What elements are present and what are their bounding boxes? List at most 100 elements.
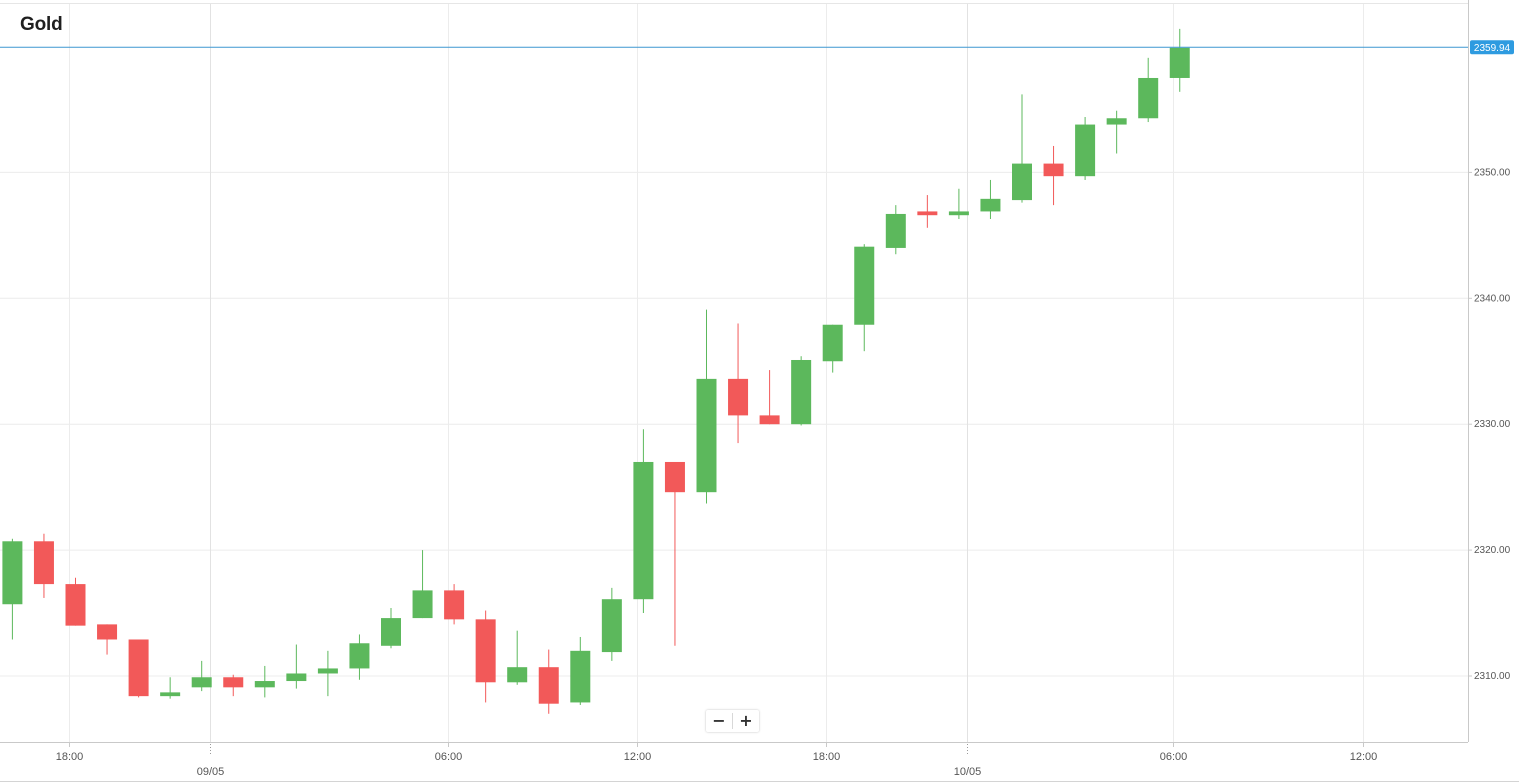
candle-body xyxy=(444,590,465,620)
candle-body xyxy=(254,681,275,688)
candle-body xyxy=(349,643,370,669)
zoom-out-button[interactable]: − xyxy=(712,711,726,730)
candle xyxy=(191,660,212,692)
y-axis-labels: 2310.00 2320.00 2330.00 2340.00 2350.00 xyxy=(1474,167,1511,682)
last-price-label: 2359.94 xyxy=(1474,43,1511,54)
candle xyxy=(2,538,23,640)
candle xyxy=(885,205,906,255)
candle xyxy=(1012,94,1032,203)
candle-body xyxy=(1169,47,1190,78)
candle-body xyxy=(980,198,1001,212)
candle-body xyxy=(286,673,307,682)
candle xyxy=(507,630,528,685)
candle-body xyxy=(696,378,717,493)
chart-title: Gold xyxy=(20,14,63,35)
candle xyxy=(160,677,181,699)
y-tick-label: 2340.00 xyxy=(1474,293,1511,304)
candle-body xyxy=(97,624,118,640)
y-tick-label: 2330.00 xyxy=(1474,419,1511,430)
candle-body xyxy=(822,324,843,362)
candle-body xyxy=(507,667,528,683)
candle xyxy=(822,324,843,373)
candle-body xyxy=(65,584,86,626)
candle xyxy=(917,195,938,228)
candle xyxy=(128,639,149,698)
candles xyxy=(2,28,1190,714)
candle xyxy=(349,634,370,680)
candle-body xyxy=(917,211,938,216)
candle-body xyxy=(128,639,149,697)
candle-body xyxy=(1138,77,1159,119)
x-time-label: 06:00 xyxy=(1160,751,1188,763)
x-time-label: 18:00 xyxy=(56,751,84,763)
candle xyxy=(633,429,654,614)
candle xyxy=(728,323,749,444)
candle-body xyxy=(191,677,212,688)
candle-body xyxy=(664,461,685,493)
candle xyxy=(254,665,275,698)
candle xyxy=(759,370,780,425)
grid xyxy=(0,4,1468,742)
candle xyxy=(1169,28,1190,92)
candle-body xyxy=(317,668,338,674)
x-date-label: 09/05 xyxy=(197,766,225,778)
candle-body xyxy=(728,378,749,416)
candle xyxy=(412,550,433,619)
candle xyxy=(664,461,685,646)
candle-body xyxy=(475,619,496,683)
x-time-label: 12:00 xyxy=(624,751,652,763)
candle-body xyxy=(381,618,401,646)
candle xyxy=(65,577,86,626)
candle xyxy=(381,608,401,649)
x-time-label: 12:00 xyxy=(1350,751,1378,763)
candle xyxy=(33,533,54,598)
zoom-divider xyxy=(732,713,733,729)
candle xyxy=(570,636,591,705)
candle xyxy=(538,649,559,714)
y-tick-label: 2310.00 xyxy=(1474,671,1511,682)
zoom-in-button[interactable]: + xyxy=(739,711,753,730)
x-date-label: 10/05 xyxy=(954,766,982,778)
last-price-marker: 2359.94 xyxy=(0,40,1514,55)
candle xyxy=(1043,145,1064,206)
candle xyxy=(444,584,465,625)
candle xyxy=(475,610,496,703)
candle-body xyxy=(791,359,812,425)
candle-body xyxy=(223,677,244,688)
candle-body xyxy=(1043,163,1064,177)
y-tick-label: 2320.00 xyxy=(1474,545,1511,556)
candle xyxy=(854,244,875,352)
candle-body xyxy=(1106,118,1127,125)
x-time-label: 06:00 xyxy=(435,751,463,763)
candle-body xyxy=(854,246,875,325)
candle-body xyxy=(570,650,591,703)
candle-body xyxy=(412,590,433,619)
candle-body xyxy=(160,692,181,697)
candle-body xyxy=(633,461,654,600)
candle-body xyxy=(948,211,969,216)
candle-body xyxy=(2,541,23,605)
y-tick-label: 2350.00 xyxy=(1474,167,1511,178)
x-time-label: 18:00 xyxy=(813,751,841,763)
candle-body xyxy=(538,667,559,704)
zoom-controls: − + xyxy=(706,710,759,732)
candle xyxy=(223,674,244,697)
candle xyxy=(286,644,307,689)
candle xyxy=(317,650,338,697)
candle xyxy=(1138,57,1159,123)
candle xyxy=(791,356,812,426)
candle-body xyxy=(1075,124,1096,177)
candle xyxy=(948,188,969,219)
last-price-tag xyxy=(1470,40,1514,55)
candle xyxy=(1106,110,1127,154)
x-axis-labels: 18:00 06:00 12:00 18:00 06:00 12:00 09/05 10/05 xyxy=(56,751,1378,778)
candle-body xyxy=(33,541,54,585)
candle-body xyxy=(759,415,780,425)
candle xyxy=(696,309,717,504)
candle-body xyxy=(601,599,622,653)
candle xyxy=(980,179,1001,219)
candle xyxy=(601,587,622,661)
